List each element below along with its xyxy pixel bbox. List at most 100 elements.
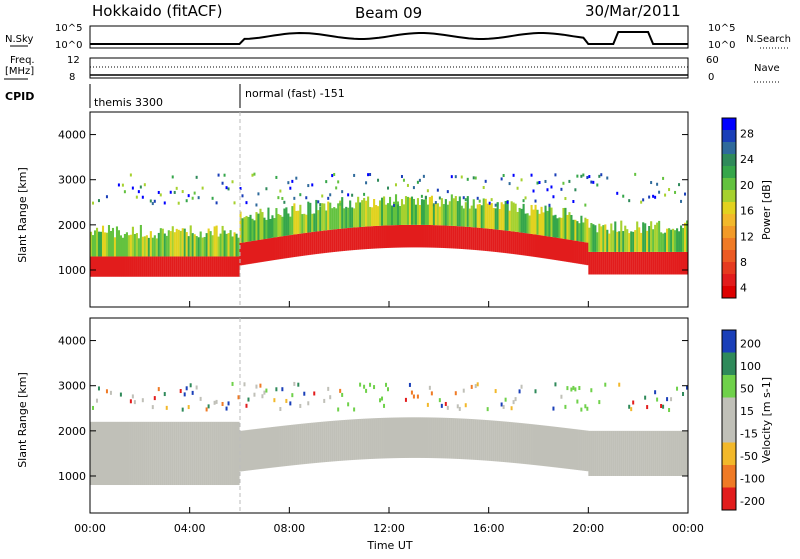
velocity-cell	[552, 426, 555, 468]
power-cell	[460, 205, 463, 227]
x-tick-label: 00:00	[672, 522, 704, 535]
power-cell	[247, 241, 250, 265]
velocity-cell	[231, 421, 234, 486]
velocity-cell	[337, 407, 340, 412]
velocity-cell	[400, 417, 404, 459]
power-cell	[574, 219, 577, 241]
power-cell	[602, 251, 605, 275]
power-cell	[209, 231, 212, 257]
power-cell	[237, 237, 240, 257]
power-cell	[414, 204, 418, 225]
velocity-cell	[410, 390, 413, 395]
power-cell	[562, 238, 565, 262]
power-cell	[93, 230, 97, 257]
power-cell	[367, 226, 370, 249]
velocity-cell	[151, 405, 154, 410]
power-cell	[319, 203, 322, 207]
power-cell	[359, 227, 362, 250]
velocity-cell	[514, 422, 517, 464]
velocity-cell	[668, 430, 671, 476]
velocity-cell	[578, 385, 581, 390]
velocity-cell	[333, 420, 336, 462]
power-cell	[183, 256, 186, 277]
power-cell	[676, 251, 679, 275]
power-cell	[329, 229, 332, 253]
power-cell	[167, 230, 170, 257]
power-cell	[387, 225, 390, 248]
freq-unit: [MHz]	[5, 66, 34, 77]
power-cell	[303, 213, 306, 234]
velocity-cell	[660, 430, 663, 476]
velocity-cell	[305, 423, 308, 464]
power-cell	[377, 178, 380, 182]
velocity-cell	[271, 427, 274, 468]
velocity-cell	[281, 387, 284, 392]
velocity-cell	[444, 417, 447, 459]
colorbar-swatch	[722, 442, 736, 466]
velocity-cell	[357, 419, 360, 460]
power-cell	[343, 208, 346, 229]
velocity-cell	[355, 419, 358, 460]
power-cell	[634, 251, 637, 275]
power-cell	[211, 256, 214, 277]
power-cell	[492, 229, 495, 252]
power-cell	[287, 235, 290, 258]
power-cell	[105, 195, 108, 199]
power-cell	[516, 186, 519, 190]
velocity-cell	[125, 421, 128, 486]
power-cell	[634, 230, 637, 252]
power-cell	[289, 216, 292, 236]
x-tick-label: 08:00	[273, 522, 305, 535]
power-cell	[291, 206, 294, 235]
power-cell	[652, 251, 655, 275]
power-cell	[450, 175, 453, 179]
power-cell	[103, 256, 107, 277]
power-cell	[606, 176, 609, 180]
power-cell	[500, 230, 503, 253]
velocity-cell	[193, 421, 196, 486]
power-cell	[630, 251, 633, 275]
velocity-cell	[339, 420, 342, 461]
power-cell	[422, 199, 425, 225]
velocity-cell	[199, 421, 202, 486]
velocity-cell	[404, 397, 407, 402]
power-cell	[137, 238, 140, 257]
power-cell	[412, 224, 416, 248]
power-cell	[293, 203, 296, 235]
power-cell	[562, 207, 565, 239]
power-cell	[440, 198, 443, 226]
velocity-y-axis: 1000 2000 3000 4000	[58, 335, 688, 483]
velocity-cell	[253, 429, 256, 470]
power-cell	[295, 176, 298, 180]
power-cell	[482, 198, 485, 229]
power-cell	[275, 208, 278, 238]
power-cell	[592, 180, 595, 184]
power-cell	[385, 204, 388, 226]
velocity-cell	[353, 407, 356, 412]
power-cell	[468, 227, 471, 250]
power-cell	[349, 200, 352, 228]
power-cell	[514, 231, 517, 255]
power-cell	[622, 231, 625, 252]
power-cell	[153, 235, 156, 257]
power-cell	[367, 196, 370, 227]
velocity-cell	[630, 430, 633, 476]
power-cell	[277, 236, 280, 260]
power-cell	[594, 251, 597, 275]
power-cell	[285, 235, 288, 259]
power-cell	[452, 225, 455, 249]
velocity-cell	[486, 420, 489, 461]
power-cell	[616, 191, 619, 195]
y-tick-label: 2000	[58, 219, 86, 232]
velocity-cell	[626, 430, 629, 476]
power-cell	[181, 190, 184, 194]
velocity-cell	[189, 421, 192, 486]
power-cell	[197, 196, 200, 200]
velocity-cell	[139, 421, 142, 486]
velocity-cell	[562, 427, 565, 469]
velocity-cell	[512, 422, 515, 463]
velocity-cell	[129, 399, 132, 404]
power-cell	[598, 251, 601, 275]
velocity-cell	[143, 421, 146, 486]
velocity-cell	[113, 421, 117, 486]
